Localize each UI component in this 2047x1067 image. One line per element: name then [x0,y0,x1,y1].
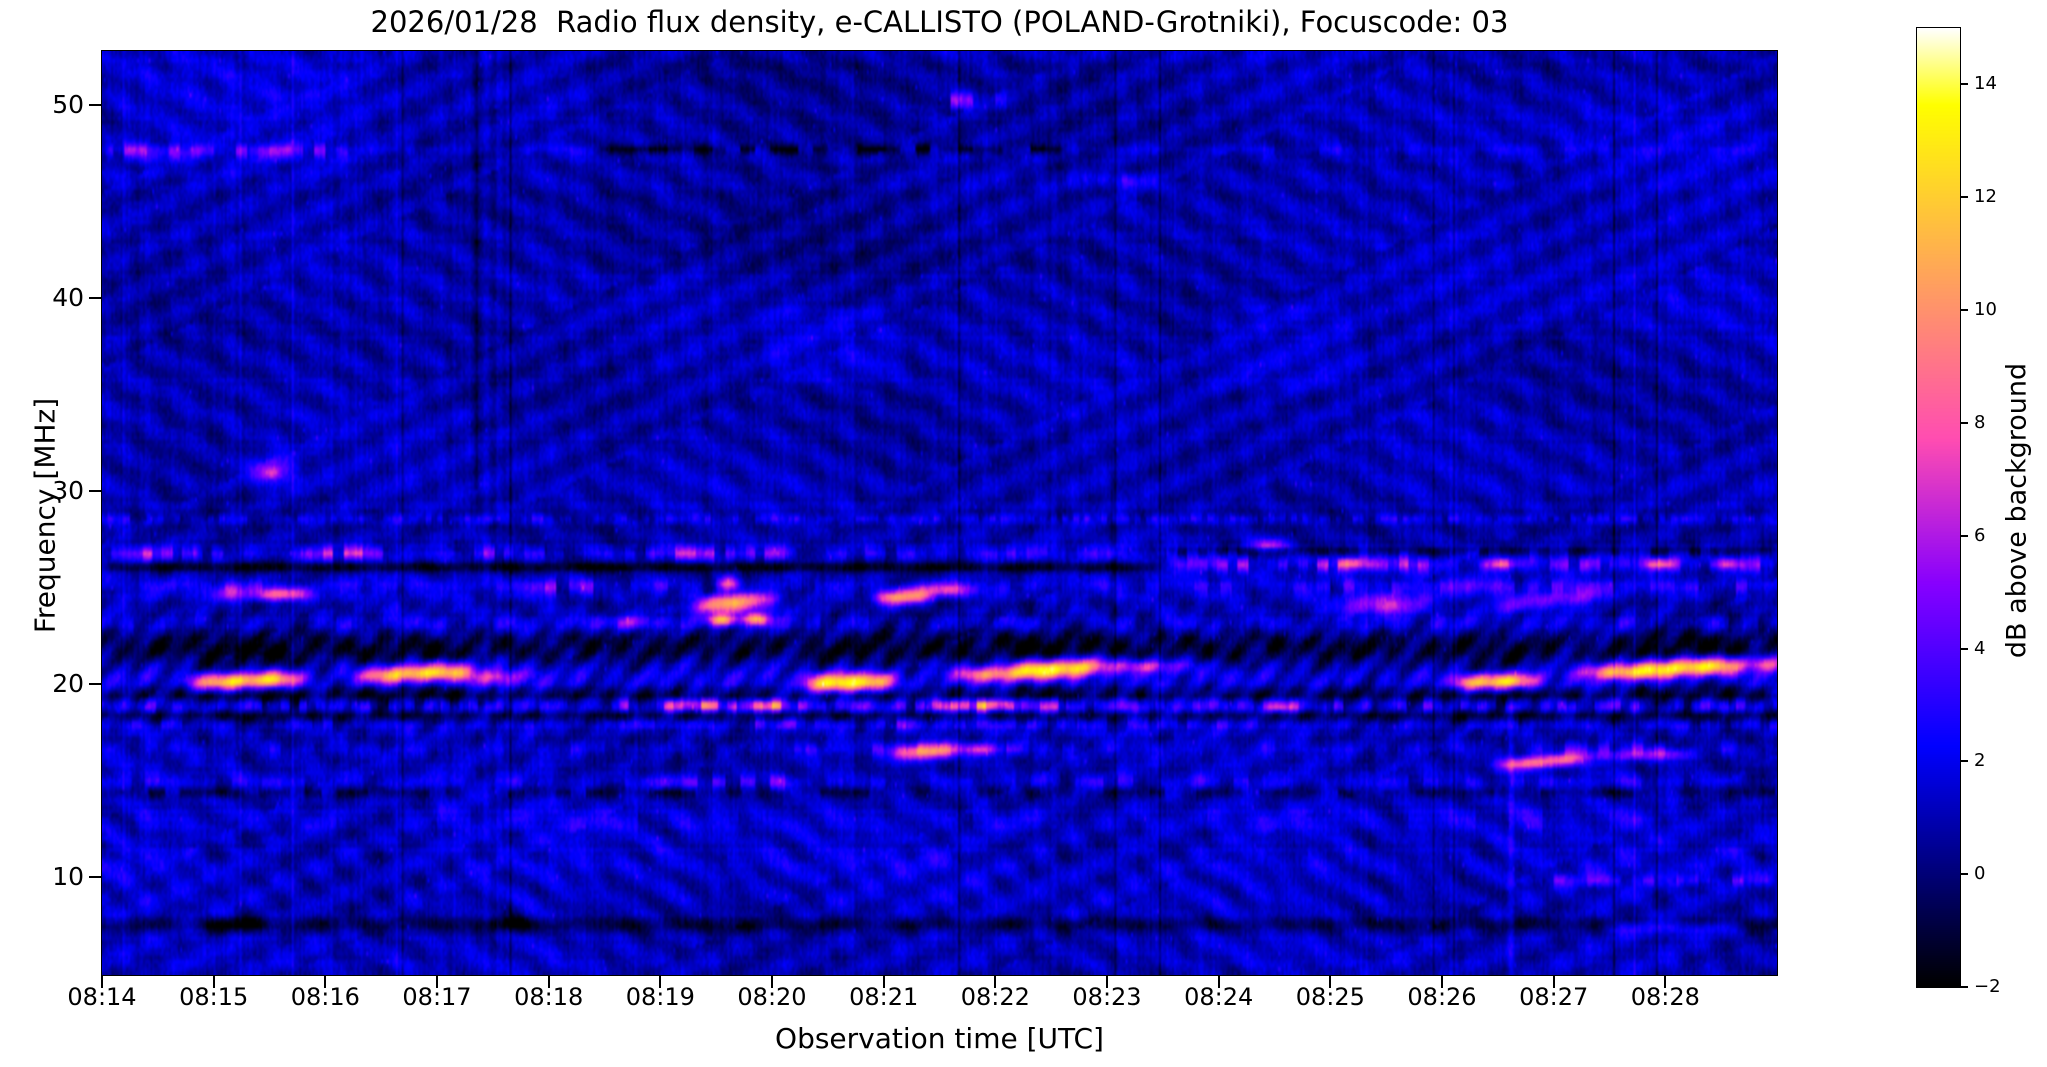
y-tick-mark [89,296,101,299]
colorbar-tick-mark [1961,760,1968,763]
x-tick-mark [1441,976,1443,988]
colorbar-tick-mark [1961,647,1968,650]
y-tick-mark [89,489,101,492]
colorbar [1916,27,1961,988]
x-tick-label: 08:14 [67,983,137,1011]
x-tick-label: 08:19 [625,983,695,1011]
x-tick-label: 08:24 [1184,983,1254,1011]
y-tick-label: 40 [52,282,84,312]
colorbar-tick-label: −2 [1974,976,2001,997]
colorbar-tick-label: 12 [1974,186,1997,208]
x-tick-mark [1217,976,1220,988]
y-tick-label: 20 [52,668,84,698]
x-tick-label: 08:20 [737,983,807,1011]
x-tick-label: 08:18 [514,983,584,1011]
y-tick-mark [89,682,101,685]
x-tick-label: 08:26 [1407,983,1477,1011]
x-tick-mark [1106,976,1108,988]
x-tick-mark [324,976,327,988]
x-tick-label: 08:23 [1072,983,1142,1011]
spectrogram-heatmap [102,51,1777,975]
x-tick-label: 08:25 [1295,983,1365,1011]
colorbar-tick-label: 4 [1974,637,1986,659]
colorbar-label: dB above background [2001,362,2033,659]
x-tick-mark [1552,976,1555,988]
colorbar-tick-mark [1961,309,1968,312]
y-tick-label: 30 [52,475,84,505]
colorbar-tick-label: 14 [1974,73,1997,95]
x-tick-label: 08:22 [960,983,1030,1011]
x-tick-mark [994,976,997,988]
colorbar-tick-label: 6 [1974,524,1986,546]
y-tick-label: 50 [52,90,84,119]
colorbar-tick-mark [1961,873,1968,876]
colorbar-tick-mark [1961,421,1968,424]
x-tick-mark [436,976,438,988]
colorbar-tick-mark [1961,196,1968,199]
colorbar-tick-label: 8 [1974,411,1986,433]
colorbar-gradient [1917,28,1960,987]
colorbar-tick-label: 0 [1974,863,1986,885]
colorbar-tick-label: 2 [1974,750,1986,772]
y-tick-mark [89,104,101,106]
x-tick-label: 08:21 [849,983,919,1011]
x-tick-mark [1329,976,1332,988]
y-tick-label: 10 [52,861,84,891]
x-tick-mark [1664,976,1667,988]
x-tick-label: 08:28 [1630,983,1700,1011]
colorbar-tick-label: 10 [1974,299,1997,321]
x-axis-label: Observation time [UTC] [775,1022,1104,1055]
x-tick-label: 08:27 [1519,983,1589,1011]
colorbar-tick-mark [1961,986,1968,988]
x-tick-mark [659,976,662,988]
x-tick-mark [547,976,550,988]
x-tick-mark [882,976,885,988]
x-tick-label: 08:17 [402,983,472,1011]
x-tick-label: 08:16 [290,983,360,1011]
chart-title: 2026/01/28 Radio flux density, e-CALLIST… [370,5,1509,39]
y-tick-mark [89,875,101,878]
plot-area [101,50,1778,976]
colorbar-tick-mark [1961,83,1968,86]
x-tick-mark [771,976,773,988]
x-tick-mark [101,976,103,988]
x-tick-label: 08:15 [179,983,249,1011]
x-tick-mark [212,976,215,988]
colorbar-tick-mark [1961,534,1968,537]
